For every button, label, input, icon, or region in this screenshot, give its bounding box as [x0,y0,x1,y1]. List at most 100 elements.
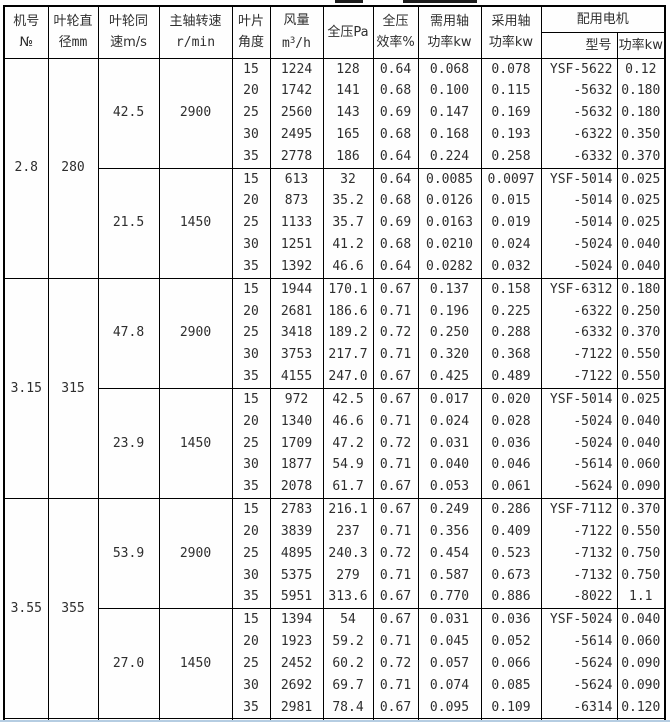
cell-motor-power: 0.120 [616,696,666,719]
cell-required-power: 0.040 [417,454,482,477]
cell-motor-power: 0.180 [616,80,666,103]
cell-motor-model: -5014 [540,190,618,213]
cell-blade-angle: 15 [231,608,271,632]
cell-pressure: 69.7 [322,674,374,697]
table-row: 30 2692 69.7 0.71 0.074 0.085 -5624 0.090 [4,674,666,697]
table-row: 20 3839 237 0.71 0.356 0.409 -7122 0.550 [4,520,666,543]
cell-airflow: 613 [269,167,324,191]
cell-adopted-power: 0.078 [480,57,542,81]
cell-motor-power: 0.370 [616,322,666,345]
cell-pressure: 46.6 [322,410,374,433]
col-header-tip-speed: 叶轮同 速m/s [97,5,160,59]
cell-airflow: 2681 [269,300,324,323]
cell-adopted-power: 0.046 [480,454,542,477]
cell-motor-model: -6322 [540,300,618,323]
table-row: 25 2560 143 0.69 0.147 0.169 -5632 0.180 [4,102,666,124]
cell-airflow: 3753 [269,344,324,367]
cell-required-power: 0.053 [417,476,482,499]
cell-blade-angle: 25 [231,102,271,124]
cell-required-power: 0.587 [417,564,482,587]
header-text: 角度 [237,35,264,51]
cell-blade-angle: 15 [231,57,271,81]
cell-motor-power: 0.090 [616,674,666,697]
cell-blade-angle: 20 [231,190,271,213]
cell-blade-angle: 25 [231,322,271,345]
cell-motor-power: 0.550 [616,520,666,543]
cell-blade-angle: 35 [231,476,271,499]
table-row: 35 5951 313.6 0.67 0.770 0.886 -8022 1.1 [4,586,666,609]
clipped-title-remnant [0,0,670,5]
cell-motor-power: 0.550 [616,344,666,367]
cell-efficiency: 0.64 [372,167,419,191]
cell-required-power: 0.095 [417,696,482,719]
cell-efficiency: 0.67 [372,277,419,301]
col-header-pressure: 全压Pa [322,5,374,59]
cell-required-power: 0.196 [417,300,482,323]
cell-motor-model: -5624 [540,674,618,697]
cell-efficiency: 0.71 [372,300,419,323]
cell-efficiency: 0.71 [372,344,419,367]
cell-tip-speed: 21.5 [97,167,160,279]
cell-airflow: 1224 [269,57,324,81]
col-header-motor-group: 配用电机 [540,5,666,33]
cell-airflow: 2078 [269,476,324,499]
col-header-machine-no: 机号 № [3,5,49,59]
cell-adopted-power: 0.085 [480,674,542,697]
cell-blade-angle: 25 [231,432,271,455]
cell-blade-angle: 20 [231,410,271,433]
cell-required-power: 0.320 [417,344,482,367]
table-row: 35 2778 186 0.64 0.224 0.258 -6332 0.370 [4,145,666,169]
cell-required-power: 0.057 [417,652,482,675]
cell-adopted-power: 0.169 [480,102,542,124]
cell-motor-power: 0.750 [616,542,666,565]
cell-pressure: 279 [322,564,374,587]
cell-airflow: 2981 [269,696,324,719]
cell-motor-model: -8022 [540,586,618,609]
col-header-adopted-power: 采用轴 功率kw [480,5,542,59]
header-text: № [19,35,34,51]
table-row: 20 1742 141 0.68 0.100 0.115 -5632 0.180 [4,80,666,103]
table-row: 30 1877 54.9 0.71 0.040 0.046 -5614 0.060 [4,454,666,477]
cell-adopted-power: 0.368 [480,344,542,367]
cell-pressure: 41.2 [322,234,374,256]
table-row: 25 4895 240.3 0.72 0.454 0.523 -7132 0.750 [4,542,666,565]
cell-airflow: 4895 [269,542,324,565]
col-header-motor-model: 型号 [540,31,618,59]
cell-blade-angle: 30 [231,123,271,146]
cell-required-power: 0.031 [417,608,482,632]
header-text: 全压Pa [327,24,369,40]
cell-pressure: 47.2 [322,432,374,455]
cell-adopted-power: 0.028 [480,410,542,433]
cell-required-power: 0.168 [417,123,482,146]
cell-required-power: 0.100 [417,80,482,103]
cell-rpm: 1450 [158,387,233,499]
cell-motor-model: -5624 [540,476,618,499]
table-header: 机号 № 叶轮直 径mm 叶轮同 速m/s 主轴转速 r/min 叶片 角度 [3,5,666,59]
cell-required-power: 0.0282 [417,255,482,279]
cell-motor-model: -7122 [540,520,618,543]
cell-rpm: 2900 [158,57,233,169]
cell-motor-model: -7132 [540,564,618,587]
cell-motor-model: -5024 [540,410,618,433]
cell-airflow: 873 [269,190,324,213]
cell-blade-angle: 25 [231,212,271,235]
col-header-motor-power: 功率kw [616,31,666,59]
cell-required-power: 0.031 [417,432,482,455]
cell-airflow: 2452 [269,652,324,675]
cell-efficiency: 0.67 [372,608,419,632]
cell-efficiency: 0.72 [372,322,419,345]
cell-pressure: 60.2 [322,652,374,675]
header-text: 叶轮同 [108,14,148,30]
cell-adopted-power: 0.061 [480,476,542,499]
cell-pressure: 247.0 [322,366,374,389]
table-row: 3.55 355 53.9 2900 15 2783 216.1 0.67 0.249 0.286… [3,498,666,719]
header-text: 功率kw [427,35,472,51]
airflow-unit: m3/h [282,36,311,52]
cell-required-power: 0.770 [417,586,482,609]
cell-adopted-power: 0.015 [480,190,542,213]
cell-required-power: 0.0163 [417,212,482,235]
cell-pressure: 240.3 [322,542,374,565]
cell-required-power: 0.224 [417,145,482,169]
cell-motor-power: 0.025 [616,190,666,213]
cell-efficiency: 0.69 [372,212,419,235]
